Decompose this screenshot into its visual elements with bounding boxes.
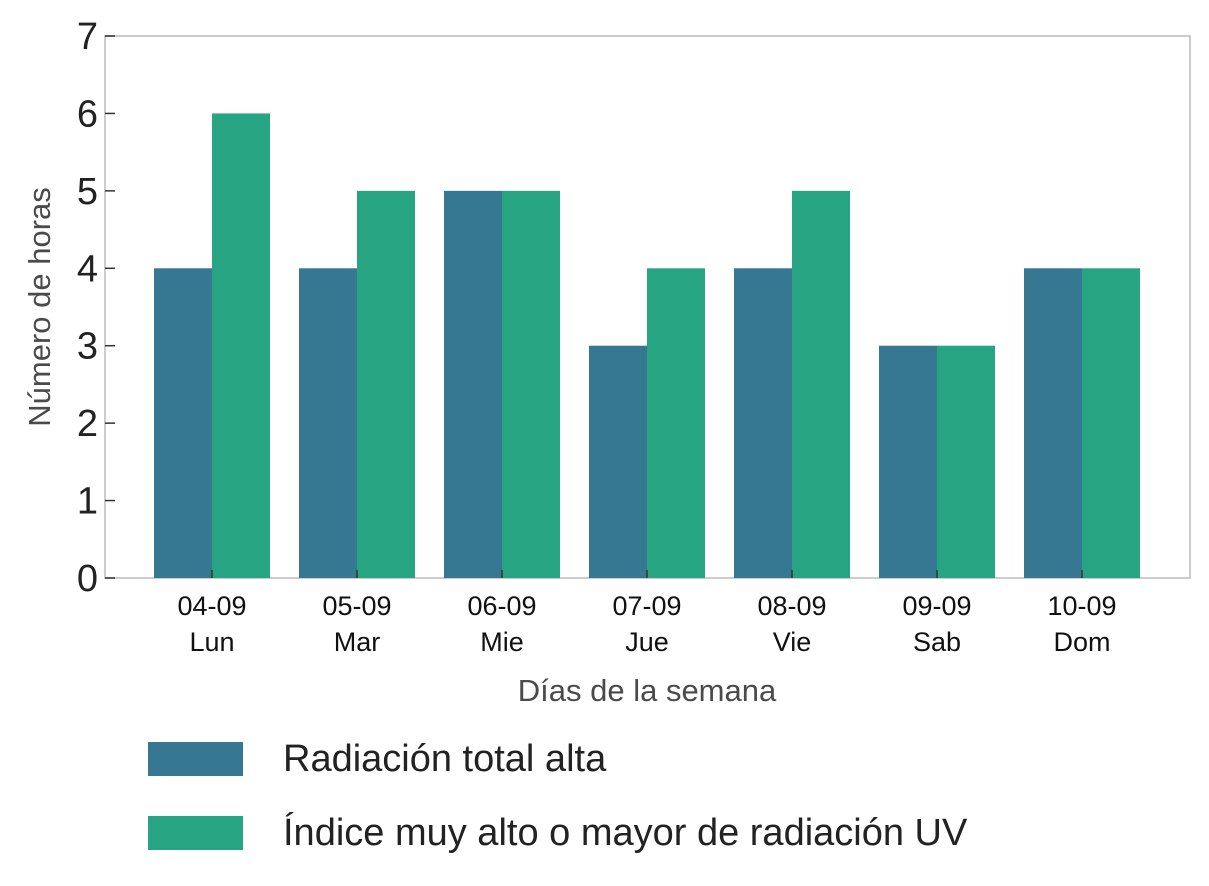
x-tick-date: 04-09 <box>177 591 246 621</box>
x-tick-label-08-09: 08-09 Vie <box>757 591 826 657</box>
y-ticks-group: 0 1 2 3 4 5 6 7 <box>77 16 115 600</box>
y-tick-label-2: 2 <box>77 403 98 445</box>
bar-indice-uv-09-09 <box>937 345 995 578</box>
x-tick-date: 09-09 <box>902 591 971 621</box>
x-tick-date: 08-09 <box>757 591 826 621</box>
x-tick-weekday: Sab <box>913 627 961 657</box>
x-tick-weekday: Mar <box>334 627 381 657</box>
legend-item-indice-uv: Índice muy alto o mayor de radiación UV <box>148 796 967 870</box>
x-tick-weekday: Vie <box>773 627 812 657</box>
x-tick-label-06-09: 06-09 Mie <box>467 591 536 657</box>
legend-item-radiacion-total: Radiación total alta <box>148 722 967 796</box>
bar-indice-uv-04-09 <box>212 113 270 578</box>
bar-radiacion-total-08-09 <box>734 268 792 578</box>
x-tick-date: 10-09 <box>1047 591 1116 621</box>
x-tick-weekday: Lun <box>189 627 234 657</box>
bar-radiacion-total-05-09 <box>299 268 357 578</box>
legend-label-indice-uv: Índice muy alto o mayor de radiación UV <box>283 811 968 854</box>
bar-indice-uv-10-09 <box>1082 268 1140 578</box>
x-ticks-group: 04-09 Lun 05-09 Mar 06-09 Mie 07-09 Jue 08-09 Vie… <box>177 570 1117 657</box>
y-tick-label-7: 7 <box>77 16 98 58</box>
y-tick-label-0: 0 <box>77 558 98 600</box>
x-tick-weekday: Dom <box>1053 627 1110 657</box>
bar-radiacion-total-10-09 <box>1024 268 1082 578</box>
legend-swatch-indice-uv <box>148 816 243 850</box>
bar-indice-uv-06-09 <box>502 190 560 578</box>
x-tick-weekday: Jue <box>625 627 669 657</box>
bar-radiacion-total-06-09 <box>444 190 502 578</box>
x-tick-date: 06-09 <box>467 591 536 621</box>
x-tick-date: 07-09 <box>612 591 681 621</box>
x-tick-label-05-09: 05-09 Mar <box>322 591 391 657</box>
legend-label-radiacion-total: Radiación total alta <box>283 737 607 780</box>
bars-group <box>154 113 1140 578</box>
y-axis-label: Número de horas <box>22 187 57 427</box>
bar-indice-uv-07-09 <box>647 268 705 578</box>
x-tick-label-09-09: 09-09 Sab <box>902 591 971 657</box>
y-tick-label-6: 6 <box>77 93 98 135</box>
legend-swatch-radiacion-total <box>148 742 243 776</box>
y-tick-label-4: 4 <box>77 248 98 290</box>
bar-radiacion-total-09-09 <box>879 345 937 578</box>
x-axis-label: Días de la semana <box>518 673 777 708</box>
y-tick-label-5: 5 <box>77 171 98 213</box>
x-tick-label-04-09: 04-09 Lun <box>177 591 246 657</box>
x-tick-label-10-09: 10-09 Dom <box>1047 591 1116 657</box>
x-tick-label-07-09: 07-09 Jue <box>612 591 681 657</box>
bar-radiacion-total-04-09 <box>154 268 212 578</box>
y-tick-label-1: 1 <box>77 481 98 523</box>
y-tick-label-3: 3 <box>77 326 98 368</box>
bar-indice-uv-05-09 <box>357 190 415 578</box>
bar-radiacion-total-07-09 <box>589 345 647 578</box>
legend: Radiación total alta Índice muy alto o m… <box>148 722 967 870</box>
x-tick-date: 05-09 <box>322 591 391 621</box>
bar-indice-uv-08-09 <box>792 190 850 578</box>
x-tick-weekday: Mie <box>480 627 524 657</box>
